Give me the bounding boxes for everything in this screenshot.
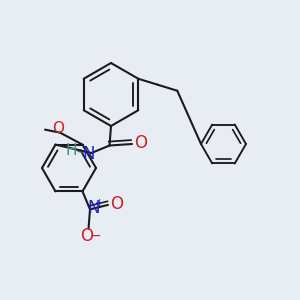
Text: N: N [82, 146, 95, 164]
Text: N: N [87, 200, 100, 217]
Text: +: + [95, 198, 105, 208]
Text: O: O [110, 195, 123, 213]
Text: O: O [52, 121, 64, 136]
Text: O: O [80, 227, 94, 245]
Text: H: H [66, 143, 77, 158]
Text: −: − [89, 229, 101, 242]
Text: O: O [134, 134, 148, 152]
